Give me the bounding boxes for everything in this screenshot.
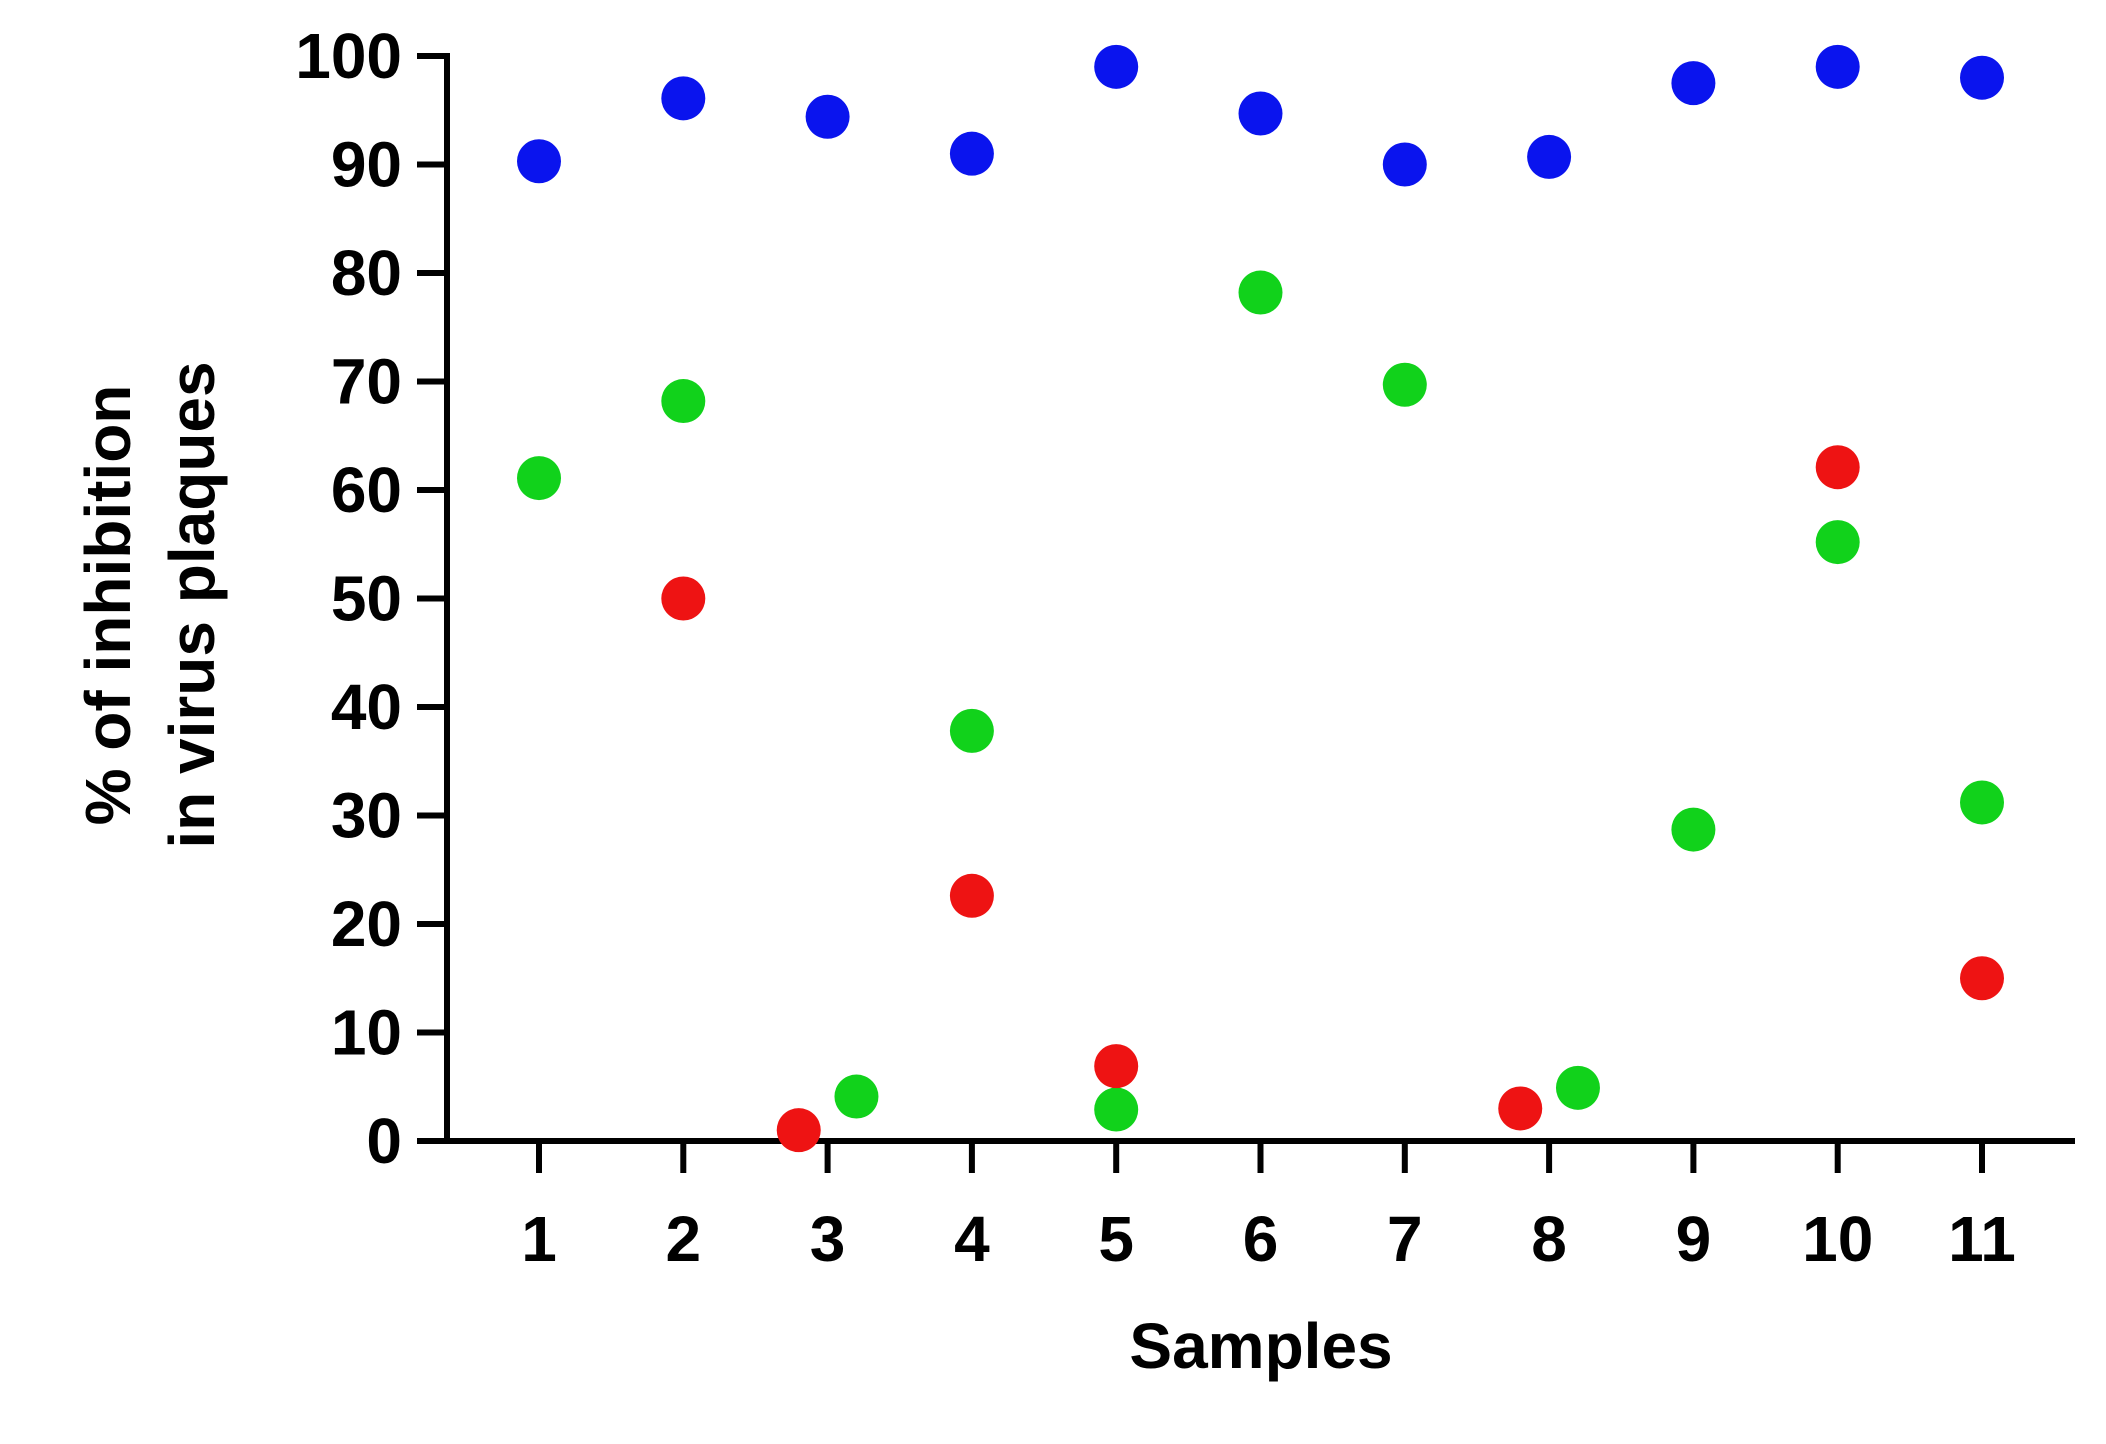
data-point	[661, 76, 706, 121]
data-point	[805, 94, 850, 139]
data-point	[1382, 142, 1427, 187]
x-tick-label: 9	[1676, 1203, 1712, 1275]
data-point	[1527, 134, 1572, 179]
x-tick-label: 8	[1531, 1203, 1567, 1275]
data-point	[949, 708, 994, 753]
data-point	[1498, 1086, 1543, 1131]
series-1	[517, 270, 2004, 1132]
data-point	[1094, 1044, 1139, 1089]
y-tick-label: 40	[331, 671, 402, 743]
y-tick-label: 50	[331, 563, 402, 635]
data-point	[1555, 1065, 1600, 1110]
y-tick-label: 20	[331, 888, 402, 960]
data-point	[517, 456, 561, 501]
data-point	[661, 379, 706, 424]
x-tick-label: 1	[521, 1203, 557, 1275]
data-point	[1960, 55, 2004, 100]
data-point	[1382, 362, 1427, 407]
y-tick-label: 30	[331, 780, 402, 852]
x-axis-title: Samples	[1129, 1310, 1392, 1382]
data-point	[1815, 445, 1860, 490]
data-point	[1094, 1087, 1139, 1132]
series-0	[517, 44, 2004, 187]
data-point	[1671, 807, 1716, 852]
data-point	[1960, 780, 2004, 825]
x-tick-label: 6	[1243, 1203, 1279, 1275]
y-tick-label: 90	[331, 129, 402, 201]
data-points	[517, 44, 2004, 1153]
x-tick-label: 3	[810, 1203, 846, 1275]
x-tick-label: 11	[1948, 1203, 2016, 1275]
data-point	[517, 139, 561, 184]
data-point	[661, 576, 706, 621]
x-tick-label: 10	[1802, 1203, 1873, 1275]
y-tick-label: 80	[331, 237, 402, 309]
data-point	[1815, 44, 1860, 89]
data-point	[1815, 520, 1860, 565]
x-tick-label: 5	[1098, 1203, 1134, 1275]
y-tick-label: 0	[366, 1105, 402, 1177]
series-2	[661, 445, 2004, 1153]
data-point	[1238, 270, 1283, 315]
data-point	[1671, 61, 1716, 106]
x-tick-label: 2	[666, 1203, 702, 1275]
y-axis-title: % of inhibition in virus plaques	[72, 361, 228, 848]
axis-labels: 0 10 20 30 40 50 60 70 80 90 100 1 2 3 4 5 6 7 8 9 10 11 Sampl…	[72, 20, 2016, 1382]
y-axis-title-line: in virus plaques	[156, 361, 228, 848]
data-point	[776, 1108, 821, 1153]
data-point	[1094, 44, 1139, 89]
data-point	[949, 873, 994, 918]
y-tick-label: 10	[331, 997, 402, 1069]
x-tick-label: 7	[1387, 1203, 1423, 1275]
data-point	[834, 1074, 879, 1119]
data-point	[1960, 956, 2004, 1001]
y-tick-label: 70	[331, 346, 402, 418]
y-axis-title-line: % of inhibition	[72, 385, 144, 826]
y-tick-label: 60	[331, 454, 402, 526]
axes	[417, 53, 2075, 1173]
x-tick-label: 4	[954, 1203, 990, 1275]
data-point	[1238, 91, 1283, 136]
data-point	[949, 131, 994, 176]
y-tick-label: 100	[295, 20, 402, 92]
